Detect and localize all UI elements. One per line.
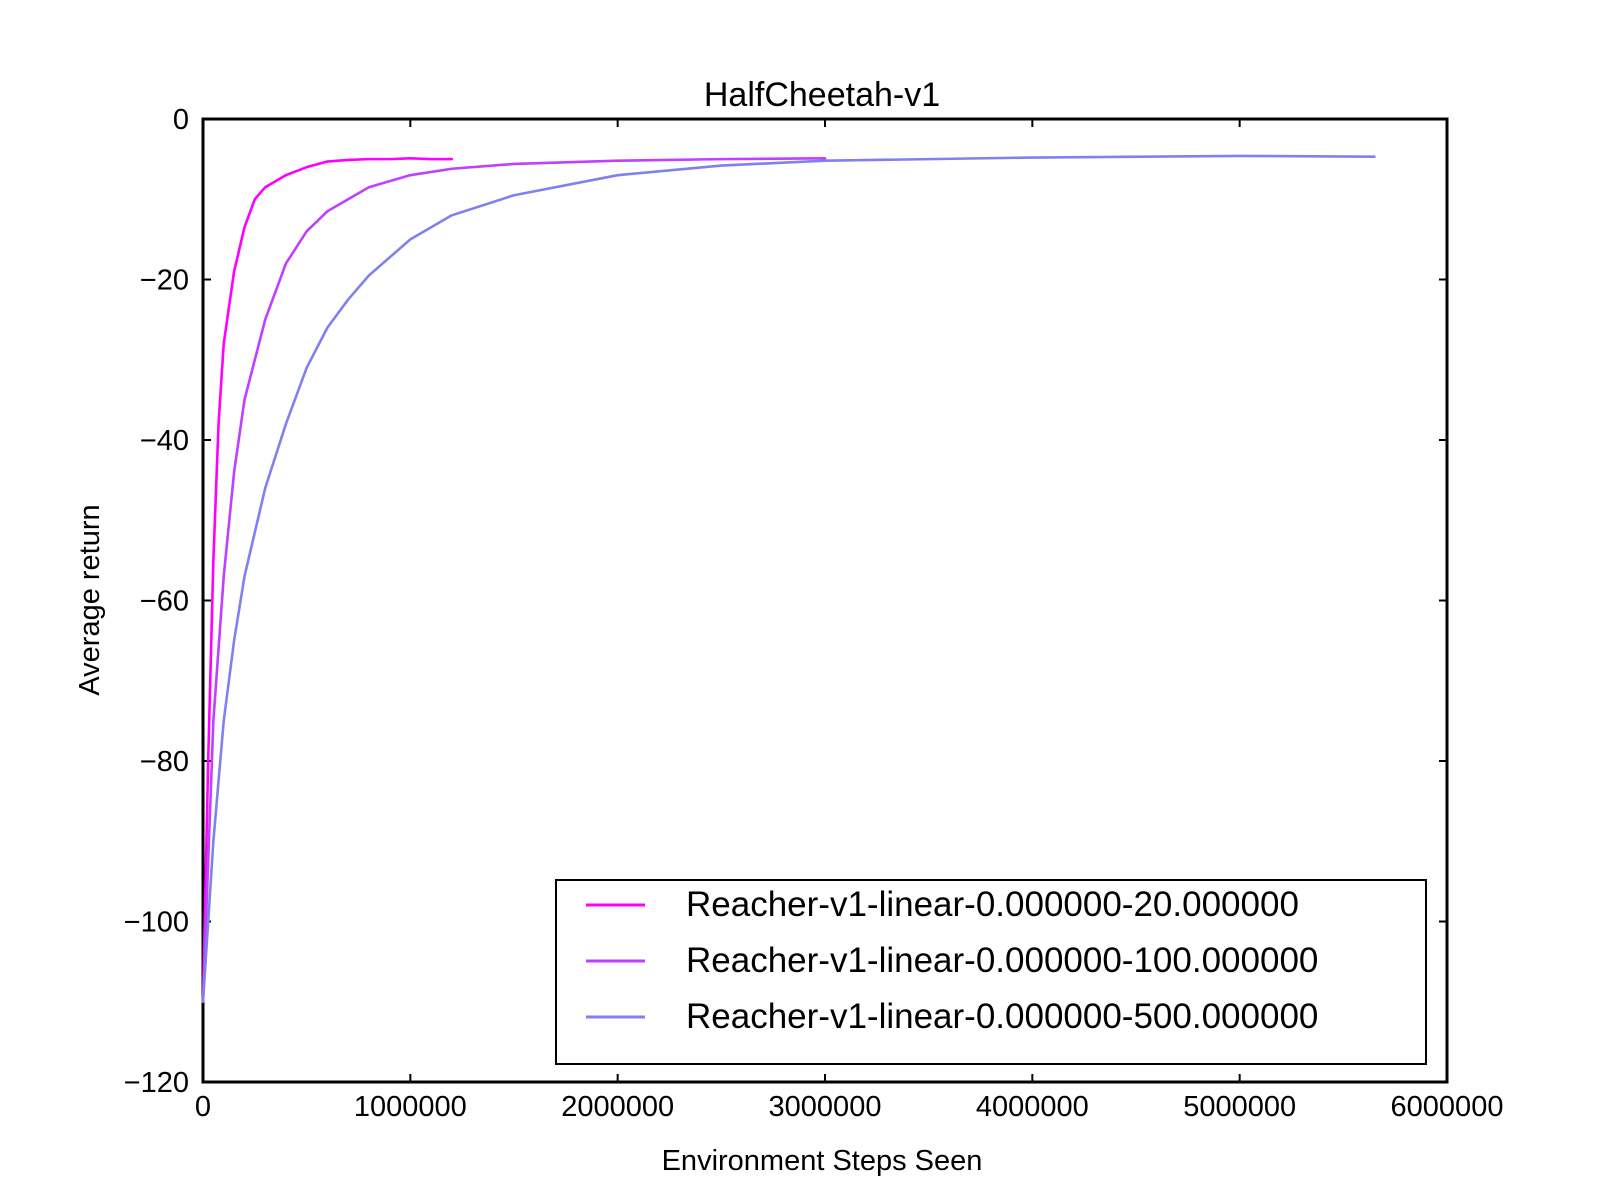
series-line-1 bbox=[201, 157, 454, 1004]
x-tick-label: 5000000 bbox=[1183, 1091, 1296, 1123]
y-tick-label: 0 bbox=[173, 104, 189, 136]
legend-box bbox=[555, 879, 1427, 1065]
x-tick-label: 6000000 bbox=[1391, 1091, 1504, 1123]
x-tick-label: 2000000 bbox=[561, 1091, 674, 1123]
chart-title: HalfCheetah-v1 bbox=[704, 76, 940, 114]
y-tick-label: −60 bbox=[140, 586, 189, 618]
tick-layer: 0 1000000 2000000 3000000 4000000 5000000 6000… bbox=[124, 104, 1504, 1123]
y-tick-label: −80 bbox=[140, 746, 189, 778]
legend-label-1: Reacher-v1-linear-0.000000-20.000000 bbox=[686, 885, 1299, 924]
legend-label-2: Reacher-v1-linear-0.000000-100.000000 bbox=[686, 941, 1318, 980]
legend-label-3: Reacher-v1-linear-0.000000-500.000000 bbox=[686, 997, 1318, 1036]
series-layer bbox=[201, 154, 1376, 1004]
x-tick-label: 3000000 bbox=[769, 1091, 882, 1123]
y-tick-label: −100 bbox=[124, 907, 189, 939]
legend: Reacher-v1-linear-0.000000-20.000000 Reac… bbox=[555, 879, 1427, 1065]
series-line-2 bbox=[201, 157, 827, 1004]
x-axis-label: Environment Steps Seen bbox=[662, 1145, 983, 1177]
y-tick-label: −20 bbox=[140, 265, 189, 297]
series-line-3 bbox=[201, 154, 1376, 1004]
y-tick-label: −40 bbox=[140, 425, 189, 457]
y-tick-label: −120 bbox=[124, 1067, 189, 1099]
y-axis-label: Average return bbox=[74, 504, 106, 695]
x-tick-label: 0 bbox=[195, 1091, 211, 1123]
x-tick-label: 1000000 bbox=[354, 1091, 467, 1123]
x-tick-label: 4000000 bbox=[976, 1091, 1089, 1123]
